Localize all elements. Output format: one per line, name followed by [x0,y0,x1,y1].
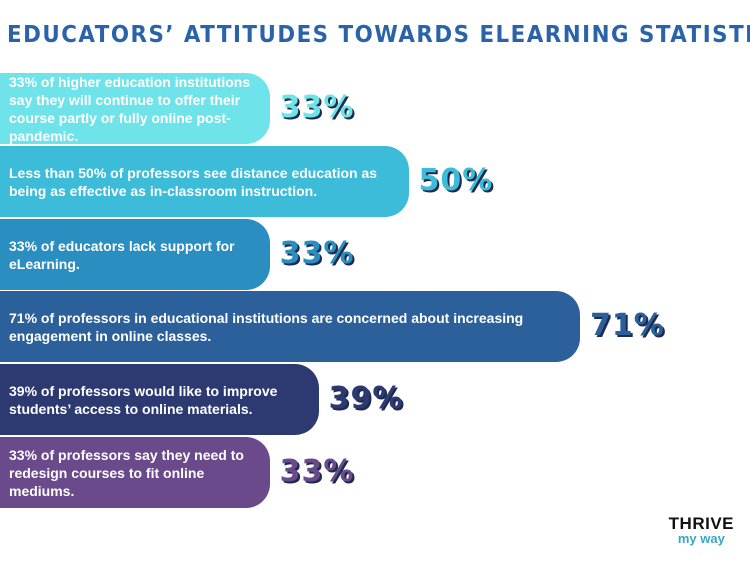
value-label: 33% [279,453,355,489]
bar: 39% of professors would like to improve … [0,364,319,435]
value-label: 50% [418,162,494,198]
value-label: 39% [328,380,404,416]
value-label: 71% [590,307,665,343]
logo-subtext: my way [677,531,725,546]
bar: 71% of professors in educational institu… [0,291,581,362]
bar: 33% of professors say they need to redes… [0,437,270,508]
bar-label: 71% of professors in educational institu… [9,309,524,344]
bar-label: 39% of professors would like to improve … [9,382,278,417]
value-label: 33% [279,89,355,125]
bar: 33% of educators lack support for eLearn… [0,219,270,290]
bar-label: Less than 50% of professors see distance… [9,164,378,199]
bar-label: 33% of educators lack support for eLearn… [9,237,235,272]
logo: THRIVE my way [669,514,734,546]
logo-text: THRIVE [668,514,734,533]
value-label: 33% [279,235,355,271]
bar: Less than 50% of professors see distance… [0,146,409,217]
bar: 33% of higher education institutions say… [0,73,270,144]
bar-label: 33% of higher education institutions say… [9,73,251,144]
bar-label: 33% of professors say they need to redes… [9,446,244,499]
chart-title: EDUCATORS’ ATTITUDES TOWARDS ELEARNING S… [7,22,750,48]
